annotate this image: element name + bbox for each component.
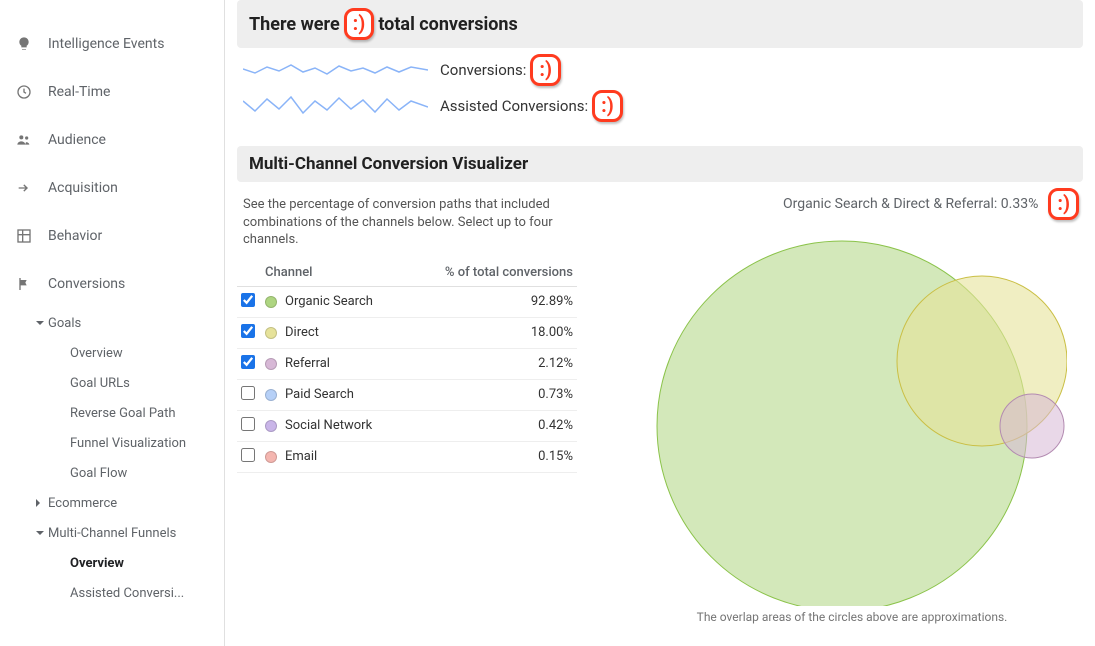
bulb-icon bbox=[14, 34, 34, 54]
nav-sub-goals[interactable]: Goals bbox=[48, 308, 224, 338]
assisted-label: Assisted Conversions: bbox=[440, 97, 588, 115]
redacted-total-icon: :) bbox=[344, 8, 375, 40]
nav-label: Acquisition bbox=[48, 180, 118, 196]
flag-icon bbox=[14, 274, 34, 294]
col-channel: Channel bbox=[261, 259, 406, 287]
channel-name: Social Network bbox=[285, 418, 372, 433]
channel-name: Direct bbox=[285, 325, 319, 340]
visualizer-title: Multi-Channel Conversion Visualizer bbox=[249, 154, 528, 174]
venn-caption: Organic Search & Direct & Referral: 0.33… bbox=[637, 188, 1083, 220]
main-content: There were :) total conversions Conversi… bbox=[225, 0, 1095, 646]
venn-diagram bbox=[637, 226, 1067, 606]
channel-name: Email bbox=[285, 449, 317, 464]
nav-sub-label: Goals bbox=[48, 316, 81, 331]
channel-color-icon bbox=[265, 296, 277, 308]
nav-mcf-assisted[interactable]: Assisted Conversi... bbox=[70, 578, 224, 608]
channel-table: Channel % of total conversions Organic S… bbox=[237, 259, 577, 473]
clock-icon bbox=[14, 82, 34, 102]
nav-sub-mcf[interactable]: Multi-Channel Funnels bbox=[48, 518, 224, 548]
summary-suffix: total conversions bbox=[378, 14, 517, 35]
nav-behavior[interactable]: Behavior bbox=[0, 212, 224, 260]
nav-mcf-overview[interactable]: Overview bbox=[70, 548, 224, 578]
nav-label: Intelligence Events bbox=[48, 36, 164, 52]
channel-checkbox[interactable] bbox=[241, 417, 255, 431]
channel-color-icon bbox=[265, 358, 277, 370]
channel-checkbox[interactable] bbox=[241, 293, 255, 307]
channel-pct: 0.42% bbox=[406, 410, 577, 441]
channel-color-icon bbox=[265, 451, 277, 463]
nav-label: Conversions bbox=[48, 276, 125, 292]
channel-color-icon bbox=[265, 327, 277, 339]
table-row: Email 0.15% bbox=[237, 441, 577, 472]
table-row: Direct 18.00% bbox=[237, 317, 577, 348]
venn-circle bbox=[1000, 394, 1064, 458]
channel-color-icon bbox=[265, 420, 277, 432]
channel-checkbox[interactable] bbox=[241, 355, 255, 369]
redacted-conversions-icon: :) bbox=[530, 54, 561, 86]
sidebar: Intelligence Events Real-Time Audience A… bbox=[0, 0, 225, 646]
nav-real-time[interactable]: Real-Time bbox=[0, 68, 224, 116]
conversions-label: Conversions: bbox=[440, 61, 526, 79]
nav-sub-label: Multi-Channel Funnels bbox=[48, 526, 176, 541]
nav-label: Behavior bbox=[48, 228, 102, 244]
people-icon bbox=[14, 130, 34, 150]
channel-checkbox[interactable] bbox=[241, 324, 255, 338]
channel-pct: 2.12% bbox=[406, 348, 577, 379]
nav-label: Real-Time bbox=[48, 84, 110, 100]
table-row: Referral 2.12% bbox=[237, 348, 577, 379]
channel-pct: 18.00% bbox=[406, 317, 577, 348]
venn-footnote: The overlap areas of the circles above a… bbox=[637, 610, 1067, 624]
channel-color-icon bbox=[265, 389, 277, 401]
nav-sub-ecommerce[interactable]: Ecommerce bbox=[48, 488, 224, 518]
grid-icon bbox=[14, 226, 34, 246]
nav-goals-reverse[interactable]: Reverse Goal Path bbox=[70, 398, 224, 428]
nav-goals-funnel[interactable]: Funnel Visualization bbox=[70, 428, 224, 458]
venn-caption-text: Organic Search & Direct & Referral: 0.33… bbox=[783, 196, 1038, 212]
nav-intelligence-events[interactable]: Intelligence Events bbox=[0, 20, 224, 68]
nav-conversions[interactable]: Conversions bbox=[0, 260, 224, 308]
channel-name: Paid Search bbox=[285, 387, 354, 402]
arrow-icon bbox=[14, 178, 34, 198]
summary-prefix: There were bbox=[249, 14, 340, 35]
col-pct: % of total conversions bbox=[406, 259, 577, 287]
table-row: Social Network 0.42% bbox=[237, 410, 577, 441]
nav-goals-overview[interactable]: Overview bbox=[70, 338, 224, 368]
visualizer-instructions: See the percentage of conversion paths t… bbox=[243, 196, 577, 249]
assisted-row: Assisted Conversions: :) bbox=[243, 90, 1083, 122]
assisted-sparkline bbox=[243, 91, 428, 121]
nav-goals-urls[interactable]: Goal URLs bbox=[70, 368, 224, 398]
table-row: Paid Search 0.73% bbox=[237, 379, 577, 410]
visualizer-header: Multi-Channel Conversion Visualizer bbox=[237, 146, 1083, 182]
channel-checkbox[interactable] bbox=[241, 386, 255, 400]
conversions-sparkline bbox=[243, 55, 428, 85]
channel-name: Referral bbox=[285, 356, 330, 371]
conversions-row: Conversions: :) bbox=[243, 54, 1083, 86]
nav-label: Audience bbox=[48, 132, 106, 148]
channel-checkbox[interactable] bbox=[241, 448, 255, 462]
summary-header: There were :) total conversions bbox=[237, 0, 1083, 48]
redacted-venn-icon: :) bbox=[1048, 188, 1079, 220]
nav-audience[interactable]: Audience bbox=[0, 116, 224, 164]
nav-goals-flow[interactable]: Goal Flow bbox=[70, 458, 224, 488]
channel-pct: 92.89% bbox=[406, 286, 577, 317]
channel-pct: 0.73% bbox=[406, 379, 577, 410]
table-row: Organic Search 92.89% bbox=[237, 286, 577, 317]
nav-sub-label: Ecommerce bbox=[48, 496, 117, 511]
channel-pct: 0.15% bbox=[406, 441, 577, 472]
redacted-assisted-icon: :) bbox=[592, 90, 623, 122]
nav-acquisition[interactable]: Acquisition bbox=[0, 164, 224, 212]
channel-name: Organic Search bbox=[285, 294, 373, 309]
